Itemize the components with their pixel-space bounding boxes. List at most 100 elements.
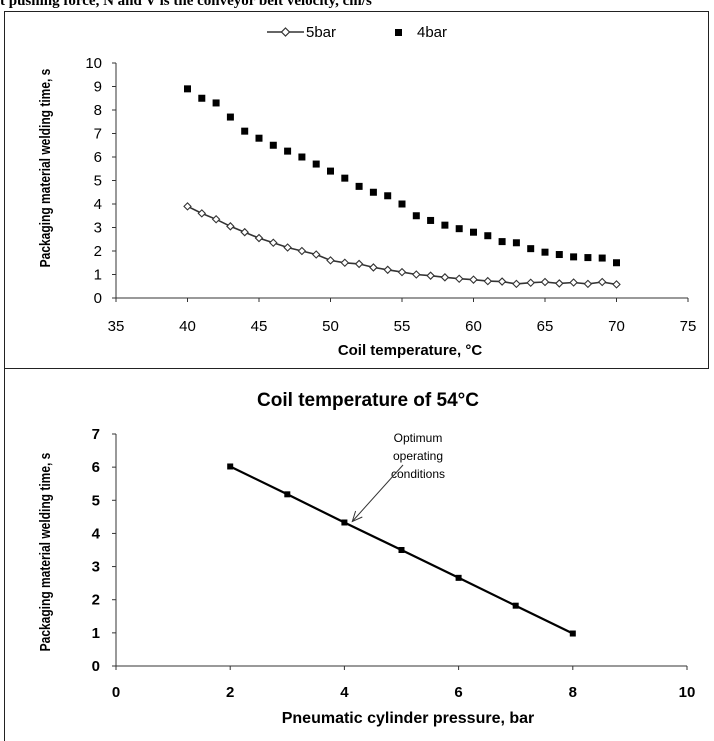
series-5bar-point — [383, 265, 392, 275]
chart2-x-tick-label: 0 — [112, 684, 120, 701]
annotation-arrow-head — [351, 510, 363, 523]
chart1-frame — [4, 11, 709, 369]
chart2-axes — [112, 433, 688, 670]
chart1-series-4bar — [184, 85, 620, 267]
chart1-y-tick-label: 7 — [94, 126, 102, 143]
chart2-x-axis-title: Pneumatic cylinder pressure, bar — [282, 710, 535, 727]
chart2-series-point — [512, 602, 519, 609]
chart1-series-5bar — [183, 202, 621, 289]
series-4bar-point — [341, 174, 349, 182]
chart1-x-tick-label: 50 — [322, 318, 339, 335]
legend-4bar-label: 4bar — [417, 24, 447, 41]
chart2-x-tick-label: 6 — [454, 684, 462, 701]
series-4bar-point — [484, 232, 492, 240]
chart2-y-tick-label: 6 — [92, 459, 100, 476]
series-5bar-point — [240, 227, 249, 237]
series-4bar-point — [598, 254, 606, 262]
series-5bar-point — [540, 277, 550, 287]
series-4bar-point — [527, 245, 535, 253]
series-5bar-point — [454, 274, 464, 284]
series-5bar-point — [183, 202, 192, 211]
chart1-y-tick-label: 1 — [94, 267, 102, 284]
chart1-x-tick-label: 60 — [465, 318, 482, 335]
series-4bar-point — [455, 225, 463, 233]
chart1-y-tick-label: 6 — [94, 149, 102, 166]
chart2-x-tick-label: 2 — [226, 684, 234, 701]
series-5bar-point — [440, 273, 450, 282]
figure-caption-fragment: t pushing force, N and V is the conveyor… — [0, 0, 372, 9]
chart2-y-tick-label: 5 — [92, 492, 100, 509]
series-4bar-point — [570, 253, 578, 261]
series-5bar-point — [354, 259, 364, 269]
chart1-x-tick-label: 35 — [108, 318, 125, 335]
chart2-y-tick-label: 1 — [92, 625, 100, 642]
series-4bar-point — [384, 192, 392, 200]
series-4bar-point — [427, 216, 435, 224]
series-4bar-point — [355, 182, 363, 190]
chart2-y-tick-labels: 0 1 2 3 4 5 6 7 — [92, 426, 101, 675]
annotation-arrow-line — [351, 464, 404, 522]
series-5bar-point — [597, 277, 607, 287]
chart1-x-tick-label: 65 — [537, 318, 554, 335]
series-4bar-point — [470, 228, 477, 236]
series-5bar-point — [283, 243, 292, 252]
chart2-series-point — [227, 463, 234, 470]
chart2-y-tick-label: 4 — [92, 525, 101, 542]
series-5bar-point — [211, 214, 221, 224]
series-4bar-point — [284, 147, 292, 155]
series-4bar-point — [255, 134, 263, 142]
series-5bar-point — [497, 277, 507, 286]
series-4bar-point — [312, 160, 320, 168]
series-4bar-point — [584, 254, 592, 262]
series-5bar-point — [426, 271, 435, 280]
chart2-series — [227, 463, 576, 637]
annotation-line-1: Optimum — [394, 431, 443, 445]
legend-5bar-marker — [280, 27, 291, 37]
series-5bar-point — [326, 256, 335, 265]
series-5bar-point — [569, 278, 578, 287]
chart1-y-tick-label: 9 — [94, 79, 102, 96]
chart1-y-axis-title: Packaging material welding time, s — [37, 69, 54, 268]
chart1-x-tick-label: 40 — [179, 318, 196, 335]
series-4bar-point — [198, 94, 206, 102]
chart2-x-tick-label: 8 — [569, 684, 577, 701]
series-4bar-point — [327, 167, 334, 175]
series-5bar-point — [311, 250, 321, 259]
chart1-legend: 5bar 4bar — [267, 24, 447, 41]
chart1-x-tick-label: 55 — [394, 318, 411, 335]
series-4bar-point — [241, 127, 249, 135]
series-5bar-point — [583, 279, 593, 289]
chart2-y-tick-label: 7 — [92, 426, 100, 443]
chart1-x-tick-label: 70 — [608, 318, 625, 335]
chart2-series-point — [341, 519, 348, 526]
chart1-y-tick-label: 4 — [94, 196, 102, 213]
series-5bar-point — [254, 233, 264, 243]
series-4bar-point — [541, 248, 549, 256]
chart1-x-tick-labels: 35 40 45 50 55 60 65 70 75 — [108, 318, 697, 335]
series-4bar-point — [412, 212, 420, 220]
chart1-y-tick-label: 0 — [94, 290, 102, 307]
series-5bar-point — [412, 270, 421, 279]
chart1-axes — [112, 62, 689, 302]
chart2-series-point — [455, 574, 462, 581]
series-4bar-point — [226, 113, 234, 121]
series-4bar-point — [613, 259, 620, 267]
series-5bar-point — [226, 222, 235, 231]
series-5bar-point — [469, 275, 478, 284]
series-5bar-point — [340, 258, 350, 268]
series-4bar-point — [441, 221, 449, 229]
chart1-y-tick-label: 5 — [94, 173, 102, 190]
series-5bar-point — [512, 279, 521, 289]
chart2-x-tick-label: 10 — [679, 684, 696, 701]
series-5bar-point — [483, 276, 493, 286]
chart2-x-tick-labels: 0 2 4 6 8 10 — [112, 684, 696, 701]
chart1-y-tick-label: 10 — [85, 55, 102, 72]
series-5bar-point — [612, 280, 621, 289]
chart2-y-axis-title: Packaging material welding time, s — [37, 453, 54, 652]
series-5bar-point — [397, 267, 407, 277]
chart2-y-tick-label: 0 — [92, 658, 100, 675]
legend-5bar-label: 5bar — [306, 24, 336, 41]
series-4bar-point — [298, 153, 306, 161]
chart2-series-point — [569, 630, 576, 637]
